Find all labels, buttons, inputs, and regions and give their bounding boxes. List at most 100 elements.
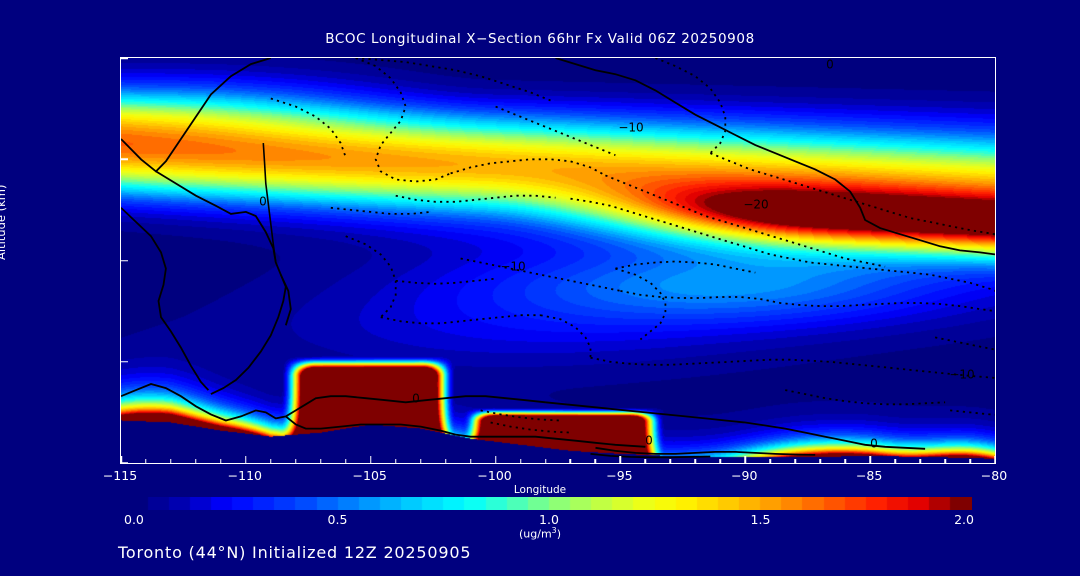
- temperature-contour-dotted: [495, 105, 616, 157]
- colorbar[interactable]: 0.0 0.5 1.0 1.5 2.0: [124, 497, 974, 527]
- x-axis-tick-label: −115: [102, 468, 138, 483]
- y-axis-tick-mark: [121, 58, 128, 59]
- x-axis-minor-tick: [669, 459, 672, 463]
- temperature-contour-solid: [285, 415, 516, 438]
- x-axis-tick-mark: [994, 456, 995, 463]
- colorbar-tick-label: 0.0: [124, 512, 144, 527]
- x-axis-minor-tick: [195, 459, 197, 463]
- x-axis-tick-mark: [494, 456, 497, 463]
- x-axis-minor-tick: [894, 459, 896, 463]
- x-axis-tick-mark: [245, 456, 247, 463]
- temperature-contour-solid: [515, 435, 646, 448]
- x-axis-tick-mark: [121, 456, 122, 463]
- x-axis-minor-tick: [170, 459, 172, 463]
- temperature-contour-solid: [121, 58, 272, 173]
- cross-section-plot[interactable]: 0 0 0 0 0 −10 −20 −10 −10: [120, 57, 996, 464]
- temperature-contour-dotted: [355, 58, 551, 102]
- y-axis-tick-mark: [121, 361, 128, 363]
- temperature-contour-dotted: [615, 267, 667, 341]
- temperature-contour-dotted: [934, 336, 995, 351]
- y-axis-tick-mark: [121, 462, 128, 463]
- temperature-contour-solid: [555, 58, 995, 256]
- x-axis-minor-tick: [394, 459, 397, 463]
- x-axis-minor-tick: [769, 459, 771, 463]
- colorbar-tick-label: 0.5: [327, 512, 348, 527]
- x-axis-minor-tick: [794, 459, 796, 463]
- colorbar-tick-label: 2.0: [954, 512, 974, 527]
- x-axis-tick-label: −90: [731, 468, 758, 483]
- x-axis-minor-tick: [919, 459, 921, 463]
- temperature-contour-dotted: [330, 206, 431, 215]
- temperature-contour-dotted: [270, 97, 347, 158]
- svg-text:−10: −10: [949, 368, 974, 382]
- colorbar-units-text: (ug/m: [519, 527, 552, 541]
- contour-line-overlay: 0 0 0 0 0 −10 −20 −10 −10: [121, 58, 995, 459]
- contour-label: 0: [645, 434, 653, 448]
- x-axis-minor-tick: [719, 459, 722, 463]
- x-axis-minor-tick: [819, 459, 821, 463]
- temperature-contour-dotted: [709, 152, 995, 236]
- temperature-contour-solid: [590, 453, 711, 459]
- page-title: BCOC Longitudinal X−Section 66hr Fx Vali…: [325, 31, 755, 47]
- temperature-contour-dotted: [620, 290, 761, 300]
- colorbar-tick-label: 1.5: [750, 512, 771, 527]
- x-axis-label: Longitude: [513, 484, 567, 496]
- svg-text:0: 0: [259, 195, 267, 209]
- x-axis-minor-tick: [944, 459, 946, 463]
- contour-label: −10: [949, 368, 974, 382]
- temperature-contour-solid: [262, 143, 277, 263]
- contour-label: 0: [259, 195, 267, 209]
- contour-label: −10: [618, 121, 643, 135]
- y-axis-tick-mark: [121, 259, 128, 262]
- temperature-contour-dotted: [345, 235, 397, 318]
- x-axis-minor-tick: [594, 459, 597, 463]
- x-axis-minor-tick: [145, 459, 147, 463]
- temperature-contour-dotted: [450, 158, 606, 177]
- x-axis-tick-label: −95: [606, 468, 633, 483]
- x-axis-minor-tick: [469, 459, 472, 463]
- temperature-contour-solid: [121, 383, 546, 422]
- temperature-contour-solid: [155, 170, 287, 395]
- temperature-contour-solid: [279, 274, 292, 326]
- temperature-contour-solid: [595, 446, 816, 456]
- x-axis-minor-tick: [419, 459, 422, 463]
- x-axis-minor-tick: [320, 459, 322, 463]
- svg-text:−10: −10: [500, 260, 525, 274]
- x-axis-minor-tick: [270, 459, 272, 463]
- x-axis-minor-tick: [844, 459, 846, 463]
- colorbar-tick-label: 1.0: [539, 512, 559, 527]
- temperature-contour-dotted: [395, 277, 496, 285]
- contour-label: −20: [743, 198, 768, 212]
- temperature-contour-dotted: [590, 356, 995, 379]
- temperature-contour-dotted: [355, 58, 451, 183]
- x-axis-minor-tick: [220, 459, 222, 463]
- x-axis-minor-tick: [519, 459, 522, 463]
- x-axis-minor-tick: [544, 459, 547, 463]
- x-axis-tick-label: −110: [227, 468, 263, 483]
- colorbar-units-label: (ug/m3): [0, 526, 1080, 541]
- colorbar-gradient: [126, 497, 972, 510]
- x-axis-tick-mark: [744, 456, 747, 463]
- temperature-contour-solid: [121, 207, 210, 391]
- temperature-contour-dotted: [570, 197, 995, 292]
- x-axis-minor-tick: [295, 459, 297, 463]
- x-axis-minor-tick: [644, 459, 647, 463]
- svg-text:0: 0: [412, 392, 420, 406]
- temperature-contour-dotted: [655, 58, 727, 154]
- x-axis-tick-mark: [369, 456, 372, 463]
- temperature-contour-dotted: [540, 314, 592, 358]
- x-axis-tick-label: −85: [855, 468, 883, 483]
- temperature-contour-dotted: [785, 389, 946, 406]
- y-axis-tick-mark: [121, 158, 128, 160]
- contour-fill-field: [121, 58, 995, 463]
- x-axis-minor-tick: [444, 459, 447, 463]
- x-axis-tick-label: −105: [352, 468, 387, 483]
- temperature-contour-dotted: [480, 409, 561, 422]
- contour-label: 0: [826, 58, 834, 72]
- x-axis-minor-tick: [969, 459, 971, 463]
- svg-text:−10: −10: [618, 121, 643, 135]
- contour-label: 0: [412, 392, 420, 406]
- temperature-contour-dotted: [760, 298, 995, 312]
- svg-text:0: 0: [870, 437, 878, 451]
